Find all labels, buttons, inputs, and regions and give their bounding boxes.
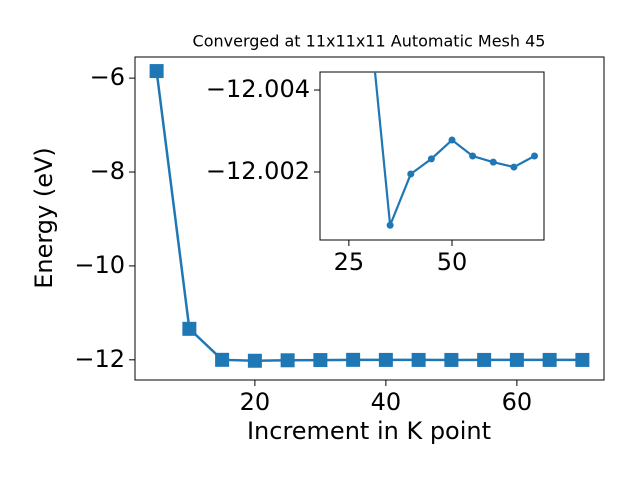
x-tick-label: 40 xyxy=(371,388,402,416)
marker xyxy=(469,152,477,160)
marker xyxy=(215,352,230,367)
x-tick-label: 50 xyxy=(437,248,468,276)
chart-title: Converged at 11x11x11 Automatic Mesh 45 xyxy=(193,32,546,51)
marker xyxy=(149,64,164,79)
marker xyxy=(386,221,394,229)
marker xyxy=(411,352,426,367)
y-tick-label: −6 xyxy=(90,63,125,91)
marker xyxy=(313,353,328,368)
marker xyxy=(477,352,492,367)
y-axis-label: Energy (eV) xyxy=(30,147,58,289)
marker xyxy=(542,352,557,367)
marker xyxy=(366,13,373,20)
marker xyxy=(509,352,524,367)
x-axis-label: Increment in K point xyxy=(247,417,491,445)
marker xyxy=(427,155,435,163)
marker xyxy=(247,353,262,368)
y-tick-label: −10 xyxy=(74,251,125,279)
marker xyxy=(448,136,456,144)
marker xyxy=(280,353,295,368)
y-tick-label: −8 xyxy=(90,157,125,185)
marker xyxy=(378,352,393,367)
marker xyxy=(489,158,497,166)
marker xyxy=(407,170,415,178)
marker xyxy=(346,352,361,367)
y-tick-label: −12.002 xyxy=(206,157,310,185)
x-tick-label: 25 xyxy=(334,248,365,276)
marker xyxy=(531,152,539,160)
y-tick-label: −12.004 xyxy=(206,75,310,103)
y-tick-label: −12 xyxy=(74,345,125,373)
marker xyxy=(444,352,459,367)
plot-series xyxy=(366,13,539,229)
marker xyxy=(182,321,197,336)
x-tick-label: 60 xyxy=(502,388,533,416)
marker xyxy=(575,352,590,367)
series-line xyxy=(373,72,536,226)
x-tick-label: 20 xyxy=(240,388,271,416)
marker xyxy=(510,163,518,171)
plot-series xyxy=(149,64,590,368)
